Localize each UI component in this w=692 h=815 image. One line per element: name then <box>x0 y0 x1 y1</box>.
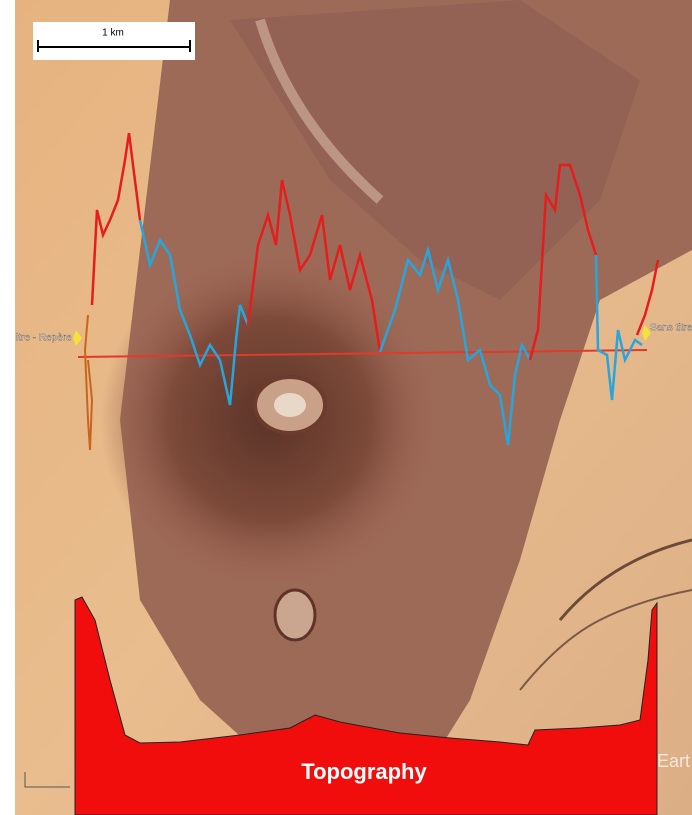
marker-pin <box>73 330 82 346</box>
profile-high <box>528 163 598 361</box>
profile-low <box>378 245 532 446</box>
topography-label: Topography <box>301 759 427 784</box>
marker-pin <box>642 325 651 341</box>
scale-label: 1 km <box>102 28 124 39</box>
scale-bar <box>37 40 191 52</box>
measure-line <box>77 349 648 358</box>
margin <box>0 0 15 815</box>
profile-high <box>246 179 382 353</box>
playa-dark <box>230 0 640 300</box>
crater-center <box>274 393 306 417</box>
wadi <box>558 538 692 621</box>
topography-profile <box>74 596 658 815</box>
wadi-2 <box>519 589 692 691</box>
profile-low <box>594 254 643 401</box>
ridge <box>255 18 384 204</box>
scale-bar-box <box>33 22 195 60</box>
profile-low <box>138 219 250 406</box>
profile-high <box>90 132 142 306</box>
marker-label: Sans titre - <box>650 323 692 334</box>
profile-start <box>83 314 94 451</box>
watermark: Eart <box>657 751 690 771</box>
crater-2 <box>273 588 317 642</box>
marker-label: itre - Repère <box>16 333 72 344</box>
profile-high <box>635 259 660 336</box>
corner-scale <box>24 772 70 788</box>
